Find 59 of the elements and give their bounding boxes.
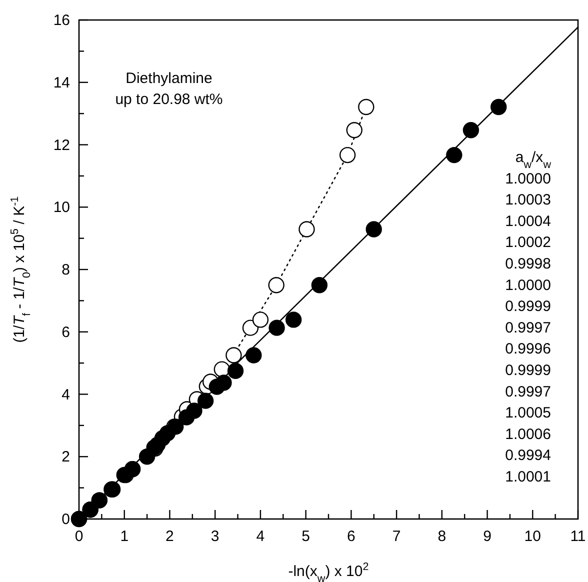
point	[311, 276, 328, 294]
annotation: 0.9996	[505, 340, 551, 358]
annotation: 0.9998	[505, 256, 551, 272]
point	[339, 146, 356, 164]
point	[298, 221, 315, 238]
annotation: 0.9999	[505, 298, 551, 316]
x-tick-label: 6	[347, 528, 356, 545]
point	[197, 392, 214, 409]
x-tick-label: 1	[120, 528, 129, 545]
point	[252, 312, 269, 328]
point	[446, 146, 462, 164]
point	[268, 276, 284, 294]
point	[358, 98, 374, 116]
x-tick-label: 10	[524, 528, 541, 545]
y-tick-label: 12	[53, 136, 70, 154]
annotation: 1.0006	[505, 426, 551, 443]
annotation: 1.0004	[505, 212, 551, 230]
annotation: 0.9999	[505, 362, 551, 379]
annotation: 0.9997	[505, 383, 551, 400]
annotation: 1.0000	[505, 170, 551, 188]
point	[227, 362, 244, 379]
annotation: Diethylamine	[126, 70, 212, 87]
annotation: 1.0002	[505, 234, 551, 252]
point	[285, 312, 302, 328]
y-tick-label: 8	[62, 262, 70, 278]
y-tick-label: 14	[53, 74, 70, 92]
x-tick-label: 2	[166, 528, 174, 545]
point	[268, 320, 285, 336]
point	[490, 98, 507, 116]
y-tick-label: 10	[53, 199, 70, 216]
point	[186, 402, 202, 419]
annotation: 1.0001	[505, 468, 551, 486]
annotation: 1.0005	[505, 404, 551, 422]
x-tick-label: 8	[438, 528, 446, 545]
y-tick-label: 4	[62, 386, 70, 404]
annotation: 0.9997	[505, 319, 551, 336]
point	[462, 122, 480, 138]
y-tick-label: 6	[62, 324, 70, 341]
x-tick-label: 11	[570, 528, 586, 545]
x-tick-label: 7	[392, 528, 401, 545]
point	[226, 347, 242, 364]
annotation: a$_{w}$/x$_{w}$	[515, 149, 552, 171]
point	[246, 347, 262, 364]
y-tick-label: 0	[62, 511, 70, 528]
y-tick-label: 16	[53, 12, 70, 29]
x-tick-label: 5	[302, 528, 310, 545]
annotation: 1.0000	[505, 276, 551, 294]
point	[346, 122, 362, 138]
annotation: 0.9994	[505, 447, 551, 464]
x-tick-label: 0	[74, 528, 84, 545]
x-tick-label: 4	[256, 528, 265, 545]
y-tick-label: 2	[62, 448, 70, 466]
annotation: up to 20.98 wt%	[115, 91, 223, 108]
point	[216, 374, 232, 391]
x-tick-label: 9	[483, 528, 492, 545]
x-tick-label: 3	[210, 528, 220, 545]
annotation: 1.0003	[505, 192, 551, 209]
x-axis-title: -ln(x$_{w}$) x 10$^{2}$	[288, 561, 369, 582]
point	[366, 221, 382, 238]
